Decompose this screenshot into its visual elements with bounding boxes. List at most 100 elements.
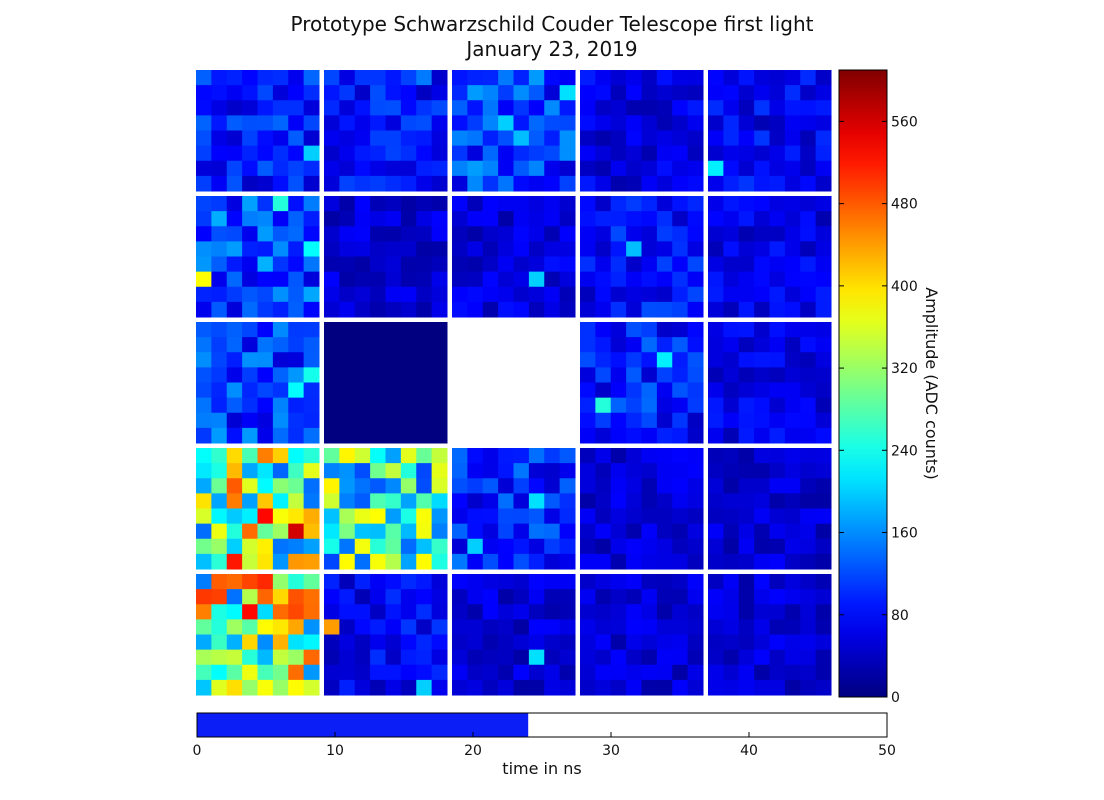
- pixel: [687, 301, 704, 318]
- pixel: [242, 322, 259, 338]
- pixel: [288, 337, 305, 353]
- pixel: [723, 493, 740, 510]
- pixel: [559, 508, 576, 525]
- pixel: [754, 523, 771, 540]
- pixel: [324, 115, 340, 132]
- pixel: [559, 196, 576, 212]
- pixel: [385, 271, 402, 288]
- pixel: [723, 175, 740, 192]
- pixel: [595, 649, 612, 666]
- pixel: [754, 241, 771, 258]
- pixel: [641, 100, 658, 116]
- pixel: [800, 196, 817, 212]
- pixel: [354, 196, 371, 212]
- pixel: [769, 478, 786, 494]
- pixel: [754, 115, 771, 132]
- module-4-1: [324, 574, 448, 696]
- pixel: [211, 619, 228, 636]
- pixel: [288, 412, 305, 429]
- chart-subtitle: January 23, 2019: [466, 37, 638, 61]
- pixel: [784, 463, 801, 479]
- pixel: [242, 538, 259, 555]
- pixel: [385, 508, 402, 525]
- pixel: [754, 271, 771, 288]
- pixel: [272, 241, 289, 258]
- pixel: [196, 322, 212, 338]
- pixel: [324, 553, 340, 570]
- pixel: [288, 397, 305, 414]
- pixel: [431, 367, 448, 384]
- pixel: [467, 478, 484, 494]
- pixel: [431, 664, 448, 681]
- pixel: [339, 649, 356, 666]
- pixel: [610, 85, 627, 101]
- pixel: [196, 256, 212, 273]
- pixel: [226, 553, 243, 570]
- module-4-0: [196, 574, 320, 696]
- pixel: [784, 322, 801, 338]
- pixel: [400, 649, 417, 666]
- pixel: [324, 604, 340, 620]
- pixel: [242, 382, 259, 399]
- pixel: [452, 301, 468, 318]
- pixel: [656, 196, 673, 212]
- pixel: [226, 508, 243, 525]
- pixel: [815, 286, 832, 303]
- pixel: [288, 478, 305, 494]
- pixel: [452, 85, 468, 101]
- pixel: [354, 427, 371, 444]
- pixel: [559, 493, 576, 510]
- pixel: [528, 160, 545, 177]
- pixel: [385, 619, 402, 636]
- pixel: [272, 256, 289, 273]
- pixel: [324, 412, 340, 429]
- pixel: [303, 85, 320, 101]
- pixel: [687, 397, 704, 414]
- pixel: [784, 679, 801, 696]
- pixel: [226, 664, 243, 681]
- pixel: [385, 397, 402, 414]
- pixel: [498, 271, 515, 288]
- pixel: [815, 493, 832, 510]
- pixel: [211, 256, 228, 273]
- pixel: [544, 679, 561, 696]
- pixel: [815, 619, 832, 636]
- pixel: [738, 382, 755, 399]
- pixel: [257, 412, 274, 429]
- pixel: [580, 85, 596, 101]
- pixel: [467, 589, 484, 605]
- pixel: [513, 286, 530, 303]
- pixel: [482, 160, 499, 177]
- pixel: [257, 679, 274, 696]
- pixel: [626, 352, 643, 368]
- pixel: [416, 211, 433, 227]
- pixel: [738, 463, 755, 479]
- pixel: [754, 382, 771, 399]
- pixel: [339, 664, 356, 681]
- pixel: [559, 70, 576, 86]
- pixel: [626, 397, 643, 414]
- pixel: [641, 427, 658, 444]
- pixel: [385, 367, 402, 384]
- pixel: [226, 574, 243, 590]
- pixel: [400, 70, 417, 86]
- pixel: [559, 271, 576, 288]
- pixel: [723, 226, 740, 242]
- pixel: [672, 130, 689, 147]
- pixel: [400, 538, 417, 555]
- pixel: [416, 649, 433, 666]
- pixel: [641, 634, 658, 651]
- pixel: [303, 649, 320, 666]
- pixel: [303, 523, 320, 540]
- pixel: [610, 100, 627, 116]
- pixel: [800, 211, 817, 227]
- pixel: [370, 448, 387, 464]
- pixel: [784, 352, 801, 368]
- pixel: [339, 412, 356, 429]
- pixel: [595, 322, 612, 338]
- pixel: [257, 448, 274, 464]
- pixel: [687, 523, 704, 540]
- pixel: [467, 508, 484, 525]
- pixel: [339, 100, 356, 116]
- pixel: [324, 367, 340, 384]
